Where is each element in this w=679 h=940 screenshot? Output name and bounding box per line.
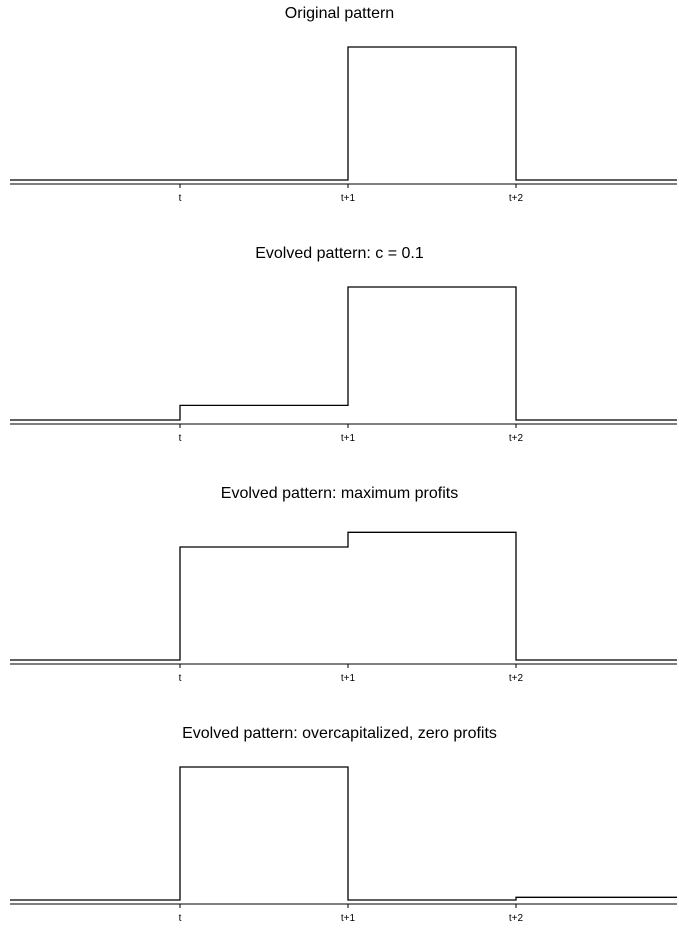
x-tick-label: t+1 [341, 433, 356, 444]
x-tick-label: t [179, 913, 182, 924]
step-chart: t t+1 t+2 [10, 286, 677, 444]
step-series-line [10, 766, 677, 901]
x-tick-label: t [179, 193, 182, 204]
chart-panel-1: Original pattern t t+1 t+2 [0, 0, 679, 220]
x-tick-label: t+1 [341, 913, 356, 924]
x-tick-label: t [179, 673, 182, 684]
x-tick-label: t [179, 433, 182, 444]
x-tick-label: t+2 [509, 193, 524, 204]
x-tick-label: t+2 [509, 433, 524, 444]
x-tick-label: t+1 [341, 193, 356, 204]
chart-title: Evolved pattern: overcapitalized, zero p… [182, 725, 497, 742]
x-tick-label: t+2 [509, 673, 524, 684]
chart-panel-4: Evolved pattern: overcapitalized, zero p… [0, 720, 679, 940]
step-series-line [10, 286, 677, 421]
step-series-line [10, 46, 677, 181]
step-chart: t t+1 t+2 [10, 46, 677, 204]
chart-title: Evolved pattern: maximum profits [220, 485, 459, 502]
chart-title: Original pattern [284, 5, 395, 22]
x-tick-label: t+2 [509, 913, 524, 924]
chart-panel-2: Evolved pattern: c = 0.1 t t+1 t+2 [0, 240, 679, 460]
step-chart: t t+1 t+2 [10, 766, 677, 924]
step-chart: t t+1 t+2 [10, 531, 677, 684]
x-tick-label: t+1 [341, 673, 356, 684]
chart-panel-3: Evolved pattern: maximum profits t t+1 t+2 [0, 480, 679, 700]
chart-title: Evolved pattern: c = 0.1 [255, 245, 424, 262]
step-series-line [10, 531, 677, 661]
